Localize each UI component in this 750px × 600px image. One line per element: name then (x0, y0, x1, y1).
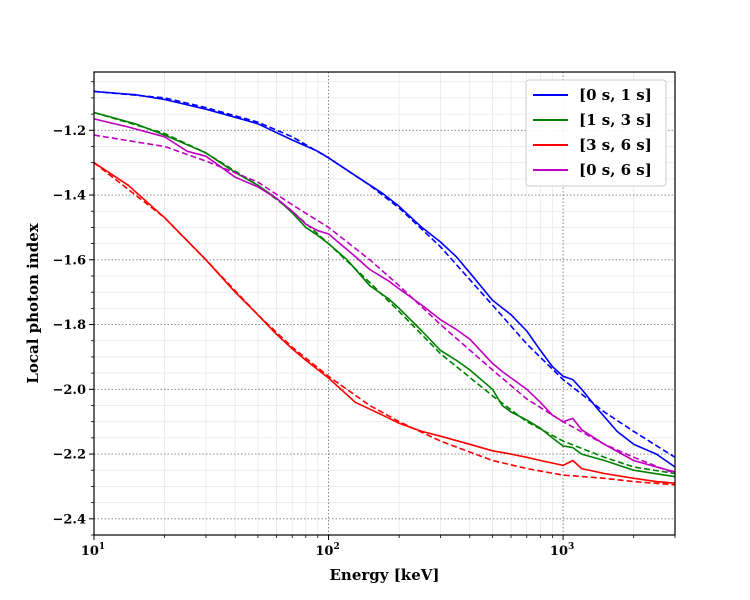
legend-label-3: [3 s, 6 s] (579, 136, 652, 154)
y-tick-label: −2.0 (52, 383, 86, 398)
plot-frame (93, 71, 676, 536)
series-data-line-4 (93, 118, 676, 473)
y-tick-label: −1.4 (52, 189, 86, 204)
series-model-line-4 (93, 134, 676, 475)
x-tick-label: 101 (81, 542, 105, 559)
x-axis-title: Energy [keV] (330, 566, 440, 584)
legend-label-4: [0 s, 6 s] (579, 161, 652, 179)
x-tick-label: 103 (550, 542, 574, 559)
legend-label-1: [0 s, 1 s] (579, 86, 652, 104)
series-layer (93, 90, 676, 486)
legend-label-2: [1 s, 3 s] (579, 111, 652, 129)
legend: [0 s, 1 s] [1 s, 3 s] [3 s, 6 s] [0 s, 6 s] (525, 79, 667, 187)
y-axis-title: Local photon index (24, 222, 42, 383)
y-tick-label: −2.2 (52, 448, 86, 463)
y-tick-label: −2.4 (52, 512, 86, 527)
series-data-line-1 (93, 90, 676, 468)
series-data-line-3 (93, 162, 676, 484)
y-tick-label: −1.8 (52, 318, 86, 333)
y-tick-label: −1.6 (52, 253, 86, 268)
y-tick-label: −1.2 (52, 124, 86, 139)
x-tick-labels: 101 102 103 (81, 542, 574, 559)
x-tick-label: 102 (315, 542, 339, 559)
y-tick-labels: −1.2 −1.4 −1.6 −1.8 −2.0 −2.2 −2.4 (52, 124, 86, 528)
legend-box (525, 79, 667, 187)
series-data-line-2 (93, 111, 676, 478)
axis-ticks (89, 81, 676, 540)
